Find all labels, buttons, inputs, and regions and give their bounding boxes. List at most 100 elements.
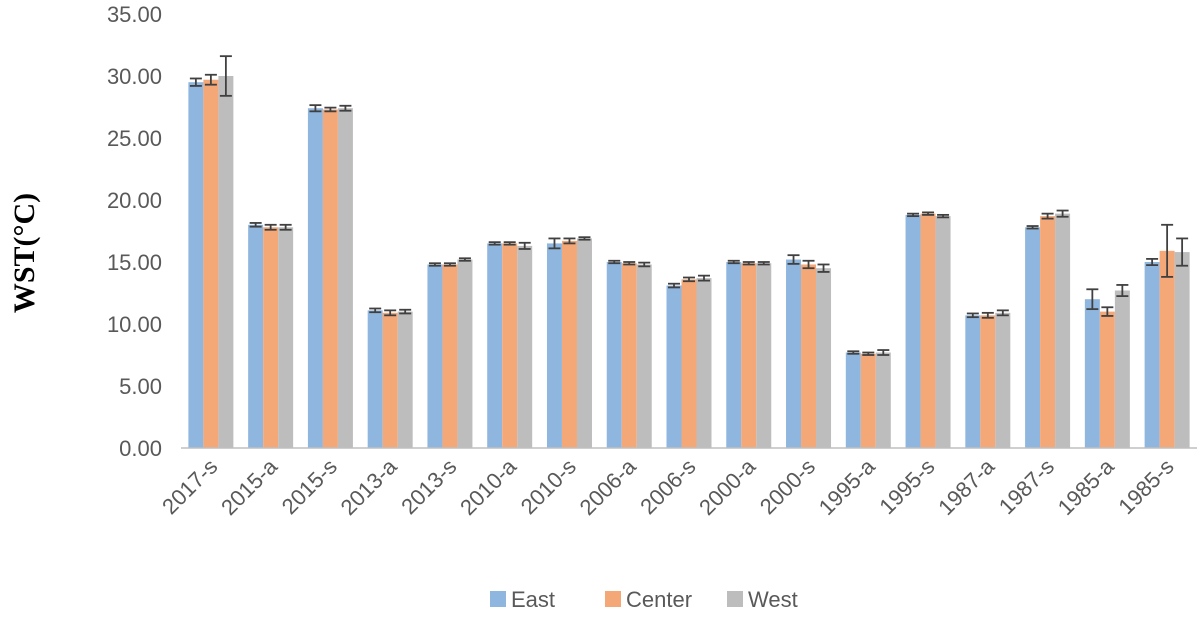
bar-west-2013-s xyxy=(457,259,473,448)
x-tick-label: 2015-s xyxy=(277,454,342,519)
x-tick-label: 2010-a xyxy=(455,453,522,520)
y-tick-label: 10.00 xyxy=(107,312,162,337)
bar-west-2006-a xyxy=(636,264,652,448)
error-bar-east-1995-a xyxy=(847,350,860,355)
y-tick-label: 5.00 xyxy=(119,374,162,399)
error-bar-west-2015-a xyxy=(279,223,292,231)
bar-east-2000-s xyxy=(786,259,802,448)
error-bar-center-2006-a xyxy=(623,261,636,266)
error-bar-center-2013-s xyxy=(443,262,456,267)
x-tick-label: 2010-s xyxy=(516,454,581,519)
bar-east-2013-a xyxy=(367,310,383,448)
bar-west-2000-a xyxy=(756,263,772,448)
x-tick-label: 1987-s xyxy=(994,454,1059,519)
bar-west-2015-a xyxy=(278,227,294,448)
y-tick-label: 30.00 xyxy=(107,64,162,89)
legend-item-west: West xyxy=(727,587,798,612)
bar-center-2013-a xyxy=(382,312,398,448)
error-bar-east-2013-s xyxy=(428,262,441,267)
error-bar-center-2000-s xyxy=(802,259,815,270)
y-axis-ticks: 0.00 5.00 10.00 15.00 20.00 25.00 30.00 35.00 xyxy=(107,2,162,461)
bar-center-1985-a xyxy=(1099,311,1115,448)
bar-east-1987-s xyxy=(1025,227,1041,448)
bar-west-1987-a xyxy=(995,312,1011,448)
bar-center-1995-a xyxy=(860,353,876,448)
error-bar-center-2015-a xyxy=(264,223,277,231)
bar-west-2013-a xyxy=(397,311,413,448)
x-axis-ticks: 2017-s2015-a2015-s2013-a2013-s2010-a2010… xyxy=(157,453,1178,520)
error-bar-center-1985-a xyxy=(1101,306,1114,317)
legend-label: West xyxy=(748,587,798,612)
bar-center-2017-s xyxy=(203,79,219,448)
error-bar-west-2013-s xyxy=(458,257,471,262)
bar-center-2015-s xyxy=(322,109,338,448)
legend-item-center: Center xyxy=(605,587,692,612)
legend: East Center West xyxy=(490,587,798,612)
y-tick-label: 35.00 xyxy=(107,2,162,27)
error-bar-west-2000-s xyxy=(817,263,830,273)
error-bar-west-2013-a xyxy=(399,308,412,315)
error-bar-center-2000-a xyxy=(742,261,755,266)
error-bar-west-1987-s xyxy=(1056,209,1069,218)
error-bar-center-2010-a xyxy=(503,241,516,246)
bar-center-1987-a xyxy=(980,315,996,448)
bar-center-1985-s xyxy=(1159,250,1175,448)
error-bar-west-2017-s xyxy=(219,55,232,97)
bar-east-2015-s xyxy=(307,108,323,449)
error-bar-center-1995-a xyxy=(862,351,875,356)
error-bar-west-2010-s xyxy=(578,236,591,241)
x-tick-label: 1987-a xyxy=(933,453,1000,520)
bar-west-2015-s xyxy=(337,108,353,449)
error-bar-west-2010-a xyxy=(518,241,531,250)
x-tick-label: 2000-s xyxy=(755,454,820,519)
error-bar-east-1985-a xyxy=(1086,288,1099,311)
bar-east-2013-s xyxy=(427,264,443,448)
error-bar-east-2006-a xyxy=(608,259,621,265)
error-bar-west-1987-a xyxy=(996,309,1009,317)
bar-west-2006-s xyxy=(696,278,712,448)
bar-center-2013-s xyxy=(442,264,458,448)
x-tick-label: 2006-a xyxy=(575,453,642,520)
error-bar-east-2017-s xyxy=(189,77,202,87)
bar-east-2015-a xyxy=(248,224,264,448)
bar-east-2017-s xyxy=(188,82,204,448)
x-tick-label: 2013-a xyxy=(336,453,403,520)
error-bar-center-2017-s xyxy=(204,73,217,86)
error-bar-center-2006-s xyxy=(683,276,695,283)
error-bar-west-2006-s xyxy=(698,274,710,282)
x-tick-label: 2000-a xyxy=(694,453,761,520)
bar-west-1995-a xyxy=(875,352,891,448)
bar-series xyxy=(188,76,1190,449)
x-tick-label: 1985-a xyxy=(1053,453,1120,520)
x-tick-label: 1985-s xyxy=(1113,454,1178,519)
x-tick-label: 2013-s xyxy=(396,454,461,519)
error-bar-east-2015-a xyxy=(249,222,262,228)
error-bar-west-2006-a xyxy=(638,261,651,268)
bar-east-1995-a xyxy=(845,352,861,448)
error-bar-west-2000-a xyxy=(757,261,770,266)
bar-east-1985-a xyxy=(1084,299,1100,448)
legend-label: Center xyxy=(626,587,692,612)
error-bar-center-2010-s xyxy=(563,237,576,245)
error-bar-center-1987-a xyxy=(981,311,994,319)
error-bar-center-1985-s xyxy=(1161,223,1174,278)
legend-label: East xyxy=(511,587,555,612)
error-bar-east-2010-s xyxy=(548,237,561,250)
error-bar-center-2013-a xyxy=(384,309,397,317)
bar-east-2000-a xyxy=(726,262,742,448)
x-tick-label: 1995-a xyxy=(814,453,881,520)
y-tick-label: 20.00 xyxy=(107,188,162,213)
bar-east-1985-s xyxy=(1144,262,1160,448)
bar-west-2000-s xyxy=(816,268,832,448)
bar-center-2000-s xyxy=(801,264,817,448)
bar-center-1987-s xyxy=(1040,216,1056,448)
error-bar-east-2013-a xyxy=(369,307,382,314)
x-tick-label: 1995-s xyxy=(874,454,939,519)
error-bar-west-2015-s xyxy=(339,104,352,112)
bar-center-2000-a xyxy=(741,263,757,448)
legend-swatch xyxy=(605,591,621,607)
legend-swatch xyxy=(727,591,743,607)
y-tick-label: 15.00 xyxy=(107,250,162,275)
bar-west-1995-s xyxy=(935,216,951,448)
